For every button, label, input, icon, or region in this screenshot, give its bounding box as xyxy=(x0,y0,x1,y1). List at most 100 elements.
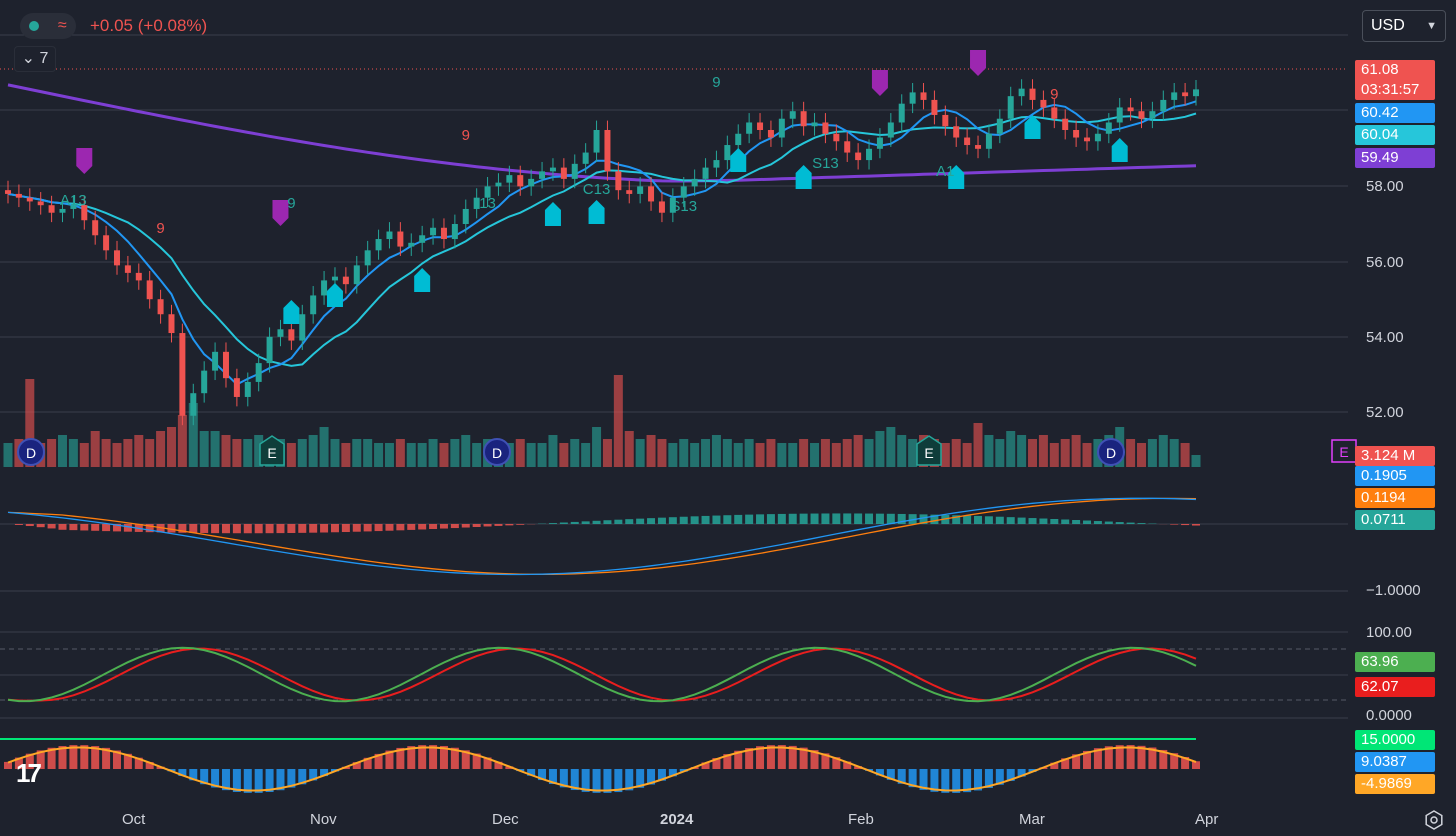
signal-annotation: 9 xyxy=(1050,86,1058,103)
macd-signal-line xyxy=(7,497,1197,575)
dividend-badge-icon[interactable] xyxy=(17,438,45,466)
buy-arrow-icon[interactable] xyxy=(326,283,343,307)
macd-histogram-bar xyxy=(385,524,394,531)
oscillator-bar xyxy=(723,754,732,769)
macd-histogram-bar xyxy=(232,524,241,534)
volume-bar xyxy=(188,403,198,467)
collapse-legend-button[interactable]: ⌄ 7 xyxy=(14,46,56,72)
candle-body xyxy=(637,186,644,194)
macd-histogram-bar xyxy=(636,518,645,524)
indicator-tag-value: -4.9869 xyxy=(1361,775,1412,792)
event-flag-label: E xyxy=(1339,444,1348,460)
macd-histogram-bar xyxy=(461,524,470,528)
oscillator-bar xyxy=(69,745,78,769)
oscillator-bar xyxy=(25,753,34,769)
volume-bar xyxy=(1169,439,1179,467)
macd-histogram-bar xyxy=(919,514,928,524)
buy-arrow-icon[interactable] xyxy=(730,148,747,172)
oscillator-bar xyxy=(287,769,296,788)
oscillator-bar xyxy=(1093,748,1102,769)
oscillator-bar xyxy=(1126,745,1135,769)
volume-bar xyxy=(548,435,558,467)
macd-histogram-bar xyxy=(810,513,819,524)
tradingview-logo: 17 xyxy=(16,758,42,788)
oscillator-bar xyxy=(603,769,612,793)
oscillator-bar xyxy=(538,769,547,781)
price-tag-value: 60.42 xyxy=(1361,104,1399,121)
candle-body xyxy=(1094,133,1101,142)
macd-histogram-bar xyxy=(1072,520,1081,524)
candle-body xyxy=(778,118,785,138)
macd-histogram-bar xyxy=(25,524,34,527)
oscillator-bar xyxy=(1181,756,1190,769)
volume-bar xyxy=(68,439,78,467)
earnings-badge-icon[interactable] xyxy=(916,435,942,466)
volume-bar xyxy=(788,443,798,467)
candle-body xyxy=(1171,92,1178,100)
candle-body xyxy=(953,126,960,138)
macd-histogram-bar xyxy=(363,524,372,532)
candle-body xyxy=(1018,88,1025,97)
oscillator-bar xyxy=(668,769,677,777)
volume-bar xyxy=(777,443,787,467)
buy-arrow-icon[interactable] xyxy=(1024,115,1041,139)
buy-arrow-icon[interactable] xyxy=(588,200,605,224)
oscillator-bar xyxy=(505,766,514,769)
volume-bar xyxy=(908,439,918,467)
macd-histogram-bar xyxy=(407,524,416,530)
sell-flag-icon[interactable] xyxy=(970,50,987,76)
earnings-badge-icon[interactable] xyxy=(259,435,285,466)
macd-histogram-bar xyxy=(1115,522,1124,524)
indicator-tag: 9.0387 xyxy=(1355,752,1435,772)
oscillator-bar xyxy=(429,745,438,769)
currency-select[interactable]: USD ▼ xyxy=(1362,10,1446,42)
volume-bar xyxy=(286,443,296,467)
buy-arrow-icon[interactable] xyxy=(414,268,431,292)
macd-histogram-bar xyxy=(679,516,688,524)
volume-bar xyxy=(199,431,209,467)
candle-body xyxy=(288,329,295,341)
macd-histogram-bar xyxy=(952,515,961,524)
volume-bar xyxy=(363,439,373,467)
volume-bar xyxy=(613,375,623,467)
candle-body xyxy=(1073,130,1080,138)
candle-body xyxy=(789,111,796,119)
oscillator-bar xyxy=(592,769,601,793)
candle-body xyxy=(844,141,851,153)
oscillator-bar xyxy=(1072,754,1081,769)
buy-arrow-icon[interactable] xyxy=(1111,138,1128,162)
oscillator-bar xyxy=(919,769,928,790)
volume-bar xyxy=(406,443,416,467)
volume-bar xyxy=(395,439,405,467)
candle-body xyxy=(1084,137,1091,142)
macd-histogram-bar xyxy=(625,519,634,524)
buy-arrow-icon[interactable] xyxy=(948,165,965,189)
volume-bar xyxy=(1158,435,1168,467)
gear-icon[interactable] xyxy=(1424,810,1444,830)
candle-body xyxy=(528,178,535,187)
volume-bar xyxy=(820,439,830,467)
volume-bar xyxy=(57,435,67,467)
signal-annotation: S13 xyxy=(670,198,697,215)
dividend-badge-icon[interactable] xyxy=(1097,438,1125,466)
candle-body xyxy=(451,224,458,240)
macd-histogram-bar xyxy=(930,514,939,524)
volume-bar xyxy=(646,435,656,467)
buy-arrow-icon[interactable] xyxy=(283,300,300,324)
oscillator-bar xyxy=(974,769,983,791)
buy-arrow-icon[interactable] xyxy=(795,165,812,189)
sell-flag-icon[interactable] xyxy=(871,70,888,96)
buy-arrow-icon[interactable] xyxy=(544,202,561,226)
sell-flag-icon[interactable] xyxy=(76,148,93,174)
dividend-badge-icon[interactable] xyxy=(483,438,511,466)
oscillator-bar xyxy=(766,745,775,769)
indicator-tag: 15.0000 xyxy=(1355,730,1435,750)
candle-body xyxy=(1116,107,1123,123)
sell-flag-icon[interactable] xyxy=(272,200,289,226)
macd-histogram-bar xyxy=(516,524,525,525)
macd-histogram-bar xyxy=(592,520,601,524)
oscillator-bar xyxy=(897,769,906,784)
visibility-toggle[interactable]: ≈ xyxy=(20,13,76,39)
oscillator-bar xyxy=(298,769,307,785)
